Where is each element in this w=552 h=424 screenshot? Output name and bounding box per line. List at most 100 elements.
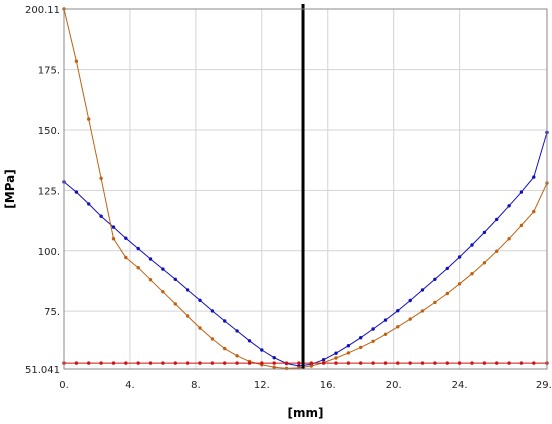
series-2-point-10 xyxy=(185,361,190,365)
series-2-point-12 xyxy=(210,361,215,365)
series-2-point-13 xyxy=(223,361,227,365)
x-axis-label: [mm] xyxy=(288,406,324,420)
series-0-point-9 xyxy=(173,277,177,281)
series-2-point-6 xyxy=(136,361,140,365)
series-1-point-31 xyxy=(445,291,449,296)
x-tick-label-2: 8. xyxy=(191,380,201,391)
series-0-point-31 xyxy=(445,266,449,271)
series-1-point-4 xyxy=(111,237,116,241)
series-2-point-24 xyxy=(359,361,363,365)
series-1-point-36 xyxy=(507,237,511,241)
x-tick-label-4: 16. xyxy=(320,380,336,391)
x-tick-label-3: 12. xyxy=(254,380,270,391)
x-tick-label-6: 24. xyxy=(452,380,468,391)
y-axis-label: [MPa] xyxy=(3,169,17,208)
series-0-point-34 xyxy=(482,230,487,235)
series-1-point-30 xyxy=(433,300,437,305)
series-0-point-28 xyxy=(408,298,412,303)
series-1-point-12 xyxy=(210,337,215,341)
series-1-point-5 xyxy=(124,255,128,260)
series-2-point-30 xyxy=(433,361,437,365)
series-2-point-1 xyxy=(74,361,79,365)
series-1-point-26 xyxy=(383,332,388,336)
series-2-point-19 xyxy=(297,361,301,365)
series-2-point-14 xyxy=(235,361,239,365)
series-0-point-14 xyxy=(235,329,239,333)
series-0-point-36 xyxy=(507,204,511,208)
series-1-point-24 xyxy=(359,345,363,350)
series-1-point-17 xyxy=(272,365,276,369)
series-1-point-1 xyxy=(74,59,79,63)
series-0-point-17 xyxy=(272,356,276,360)
y-tick-label-4: 150. xyxy=(38,126,60,137)
series-0-point-4 xyxy=(111,225,116,229)
series-2-point-18 xyxy=(284,361,289,365)
series-2-point-37 xyxy=(519,361,524,365)
series-0-point-11 xyxy=(198,298,202,302)
series-2 xyxy=(62,361,549,365)
series-2-point-32 xyxy=(457,361,462,365)
series-2-point-36 xyxy=(507,361,511,365)
series-0-point-12 xyxy=(210,309,215,313)
series-0-point-21 xyxy=(321,358,326,362)
series-2-point-26 xyxy=(383,361,388,365)
series-2-point-35 xyxy=(495,361,499,365)
series-2-point-15 xyxy=(247,361,252,365)
series-2-point-20 xyxy=(309,361,313,365)
series-0-point-7 xyxy=(148,257,153,261)
series-1-point-8 xyxy=(161,290,165,294)
series-1-point-25 xyxy=(371,339,375,343)
series-2-point-3 xyxy=(99,361,103,365)
series-1-point-22 xyxy=(334,356,338,360)
series-1-point-35 xyxy=(495,249,499,253)
series-0-point-2 xyxy=(87,202,91,206)
series-0-point-6 xyxy=(136,246,140,251)
x-tick-label-1: 4. xyxy=(125,380,135,391)
series-0-point-13 xyxy=(223,319,227,323)
series-1-point-11 xyxy=(198,326,202,330)
series-0-point-29 xyxy=(420,288,425,292)
series-1-point-18 xyxy=(284,366,289,371)
series-1-point-10 xyxy=(185,314,190,318)
series-0-point-10 xyxy=(185,288,190,292)
series-2-point-27 xyxy=(396,361,400,365)
series-1-point-28 xyxy=(408,317,412,321)
series-2-point-31 xyxy=(445,361,449,365)
series-2-point-9 xyxy=(173,361,177,365)
series-2-point-11 xyxy=(198,361,202,365)
x-tick-label-0: 0. xyxy=(59,380,69,391)
series-2-point-5 xyxy=(124,361,128,365)
y-tick-label-6: 200.11 xyxy=(25,5,60,16)
series-0-line xyxy=(63,132,548,367)
series-0-point-30 xyxy=(433,277,437,281)
plot-frame xyxy=(63,8,548,370)
series-2-point-33 xyxy=(470,361,474,365)
grid-lines xyxy=(63,8,548,370)
series-2-point-34 xyxy=(482,361,487,365)
series-1-point-20 xyxy=(309,364,313,368)
series-1-point-32 xyxy=(457,282,462,286)
series-2-point-23 xyxy=(346,361,351,365)
y-tick-label-3: 125. xyxy=(38,186,60,197)
series-0-point-23 xyxy=(346,344,351,348)
series-0-point-8 xyxy=(161,267,165,271)
y-tick-label-0: 51.041 xyxy=(25,365,60,376)
series-1-point-13 xyxy=(223,346,227,351)
series-0-point-35 xyxy=(495,217,499,222)
tick-labels: 0. 4. 8. 12. 16. 20. 24. 29.3 51.041 75. 100. 125. 1… xyxy=(25,5,552,391)
series-2-point-21 xyxy=(321,361,326,365)
series-0-point-3 xyxy=(99,214,103,218)
series-0-point-16 xyxy=(260,348,264,352)
series-1-point-23 xyxy=(346,351,351,355)
series-lines xyxy=(62,7,549,371)
series-0-point-26 xyxy=(383,318,388,322)
series-0-point-24 xyxy=(359,336,363,340)
series-0-point-15 xyxy=(247,339,252,343)
series-0-point-38 xyxy=(532,175,536,179)
series-2-point-22 xyxy=(334,361,338,365)
series-1-point-3 xyxy=(99,176,103,180)
series-1-point-9 xyxy=(173,302,177,306)
x-tick-label-5: 20. xyxy=(386,380,402,391)
series-0-point-22 xyxy=(334,351,338,355)
